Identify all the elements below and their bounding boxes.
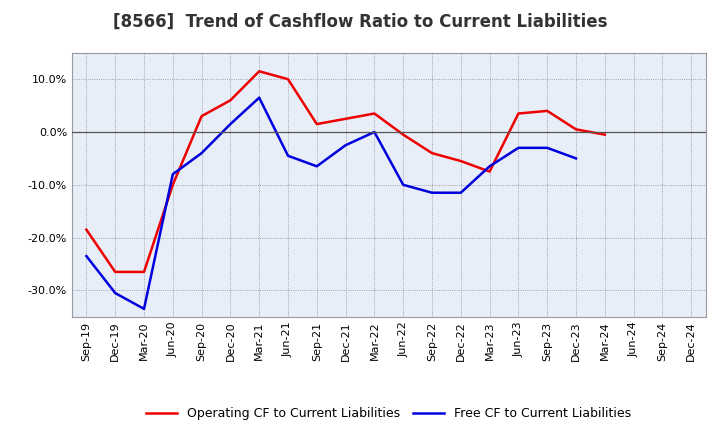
Operating CF to Current Liabilities bbox=[168, 182, 177, 187]
Free CF to Current Liabilities bbox=[370, 129, 379, 135]
Operating CF to Current Liabilities bbox=[111, 269, 120, 275]
Free CF to Current Liabilities bbox=[572, 156, 580, 161]
Free CF to Current Liabilities bbox=[456, 190, 465, 195]
Free CF to Current Liabilities bbox=[255, 95, 264, 100]
Operating CF to Current Liabilities bbox=[543, 108, 552, 114]
Free CF to Current Liabilities bbox=[514, 145, 523, 150]
Free CF to Current Liabilities bbox=[428, 190, 436, 195]
Operating CF to Current Liabilities bbox=[226, 98, 235, 103]
Operating CF to Current Liabilities bbox=[572, 127, 580, 132]
Operating CF to Current Liabilities bbox=[82, 227, 91, 232]
Free CF to Current Liabilities bbox=[226, 121, 235, 127]
Operating CF to Current Liabilities bbox=[456, 158, 465, 164]
Operating CF to Current Liabilities bbox=[600, 132, 609, 137]
Operating CF to Current Liabilities bbox=[514, 111, 523, 116]
Free CF to Current Liabilities bbox=[543, 145, 552, 150]
Free CF to Current Liabilities bbox=[140, 306, 148, 312]
Operating CF to Current Liabilities bbox=[370, 111, 379, 116]
Operating CF to Current Liabilities bbox=[255, 69, 264, 74]
Text: [8566]  Trend of Cashflow Ratio to Current Liabilities: [8566] Trend of Cashflow Ratio to Curren… bbox=[113, 13, 607, 31]
Free CF to Current Liabilities bbox=[341, 143, 350, 148]
Operating CF to Current Liabilities bbox=[341, 116, 350, 121]
Free CF to Current Liabilities bbox=[82, 253, 91, 259]
Free CF to Current Liabilities bbox=[284, 153, 292, 158]
Line: Operating CF to Current Liabilities: Operating CF to Current Liabilities bbox=[86, 71, 605, 272]
Free CF to Current Liabilities bbox=[399, 182, 408, 187]
Operating CF to Current Liabilities bbox=[485, 169, 494, 174]
Legend: Operating CF to Current Liabilities, Free CF to Current Liabilities: Operating CF to Current Liabilities, Fre… bbox=[141, 402, 636, 425]
Free CF to Current Liabilities bbox=[485, 164, 494, 169]
Free CF to Current Liabilities bbox=[168, 172, 177, 177]
Operating CF to Current Liabilities bbox=[197, 114, 206, 119]
Free CF to Current Liabilities bbox=[312, 164, 321, 169]
Operating CF to Current Liabilities bbox=[428, 150, 436, 156]
Free CF to Current Liabilities bbox=[111, 290, 120, 296]
Operating CF to Current Liabilities bbox=[140, 269, 148, 275]
Operating CF to Current Liabilities bbox=[284, 77, 292, 82]
Free CF to Current Liabilities bbox=[197, 150, 206, 156]
Operating CF to Current Liabilities bbox=[312, 121, 321, 127]
Operating CF to Current Liabilities bbox=[399, 132, 408, 137]
Line: Free CF to Current Liabilities: Free CF to Current Liabilities bbox=[86, 98, 576, 309]
